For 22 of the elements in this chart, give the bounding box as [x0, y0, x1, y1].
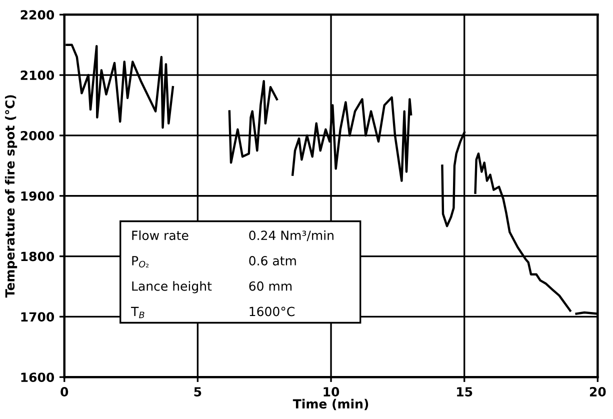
x-tick-label: 0 — [60, 387, 68, 396]
y-tick-label: 1900 — [21, 191, 54, 201]
annotation: Flow rate — [132, 230, 188, 240]
y-tick-label: 2200 — [20, 10, 54, 20]
y-tick-label: 2000 — [20, 130, 54, 140]
x-tick-label: 20 — [590, 387, 606, 396]
annotation: T$_{B}$ — [130, 306, 144, 318]
annotation: 60 mm — [249, 281, 292, 291]
annotation: 0.6 atm — [249, 256, 296, 266]
y-axis-title: Temperature of fire spot (°C) — [4, 95, 18, 298]
annotation: Lance height — [132, 281, 212, 294]
annotation: P$_{O₂}$ — [132, 256, 149, 268]
x-tick-label: 10 — [324, 387, 340, 396]
y-tick-label: 1800 — [21, 252, 54, 262]
annotation: 1600°C — [250, 306, 294, 316]
y-tick-label: 1700 — [21, 312, 54, 322]
x-tick-label: 5 — [194, 387, 202, 396]
y-tick-label: 1600 — [21, 372, 54, 382]
x-axis-title: Time (min) — [292, 398, 368, 410]
annotation: 0.24 Nm³/min — [249, 230, 334, 242]
y-tick-label: 2100 — [20, 70, 54, 80]
x-tick-label: 15 — [457, 387, 472, 396]
